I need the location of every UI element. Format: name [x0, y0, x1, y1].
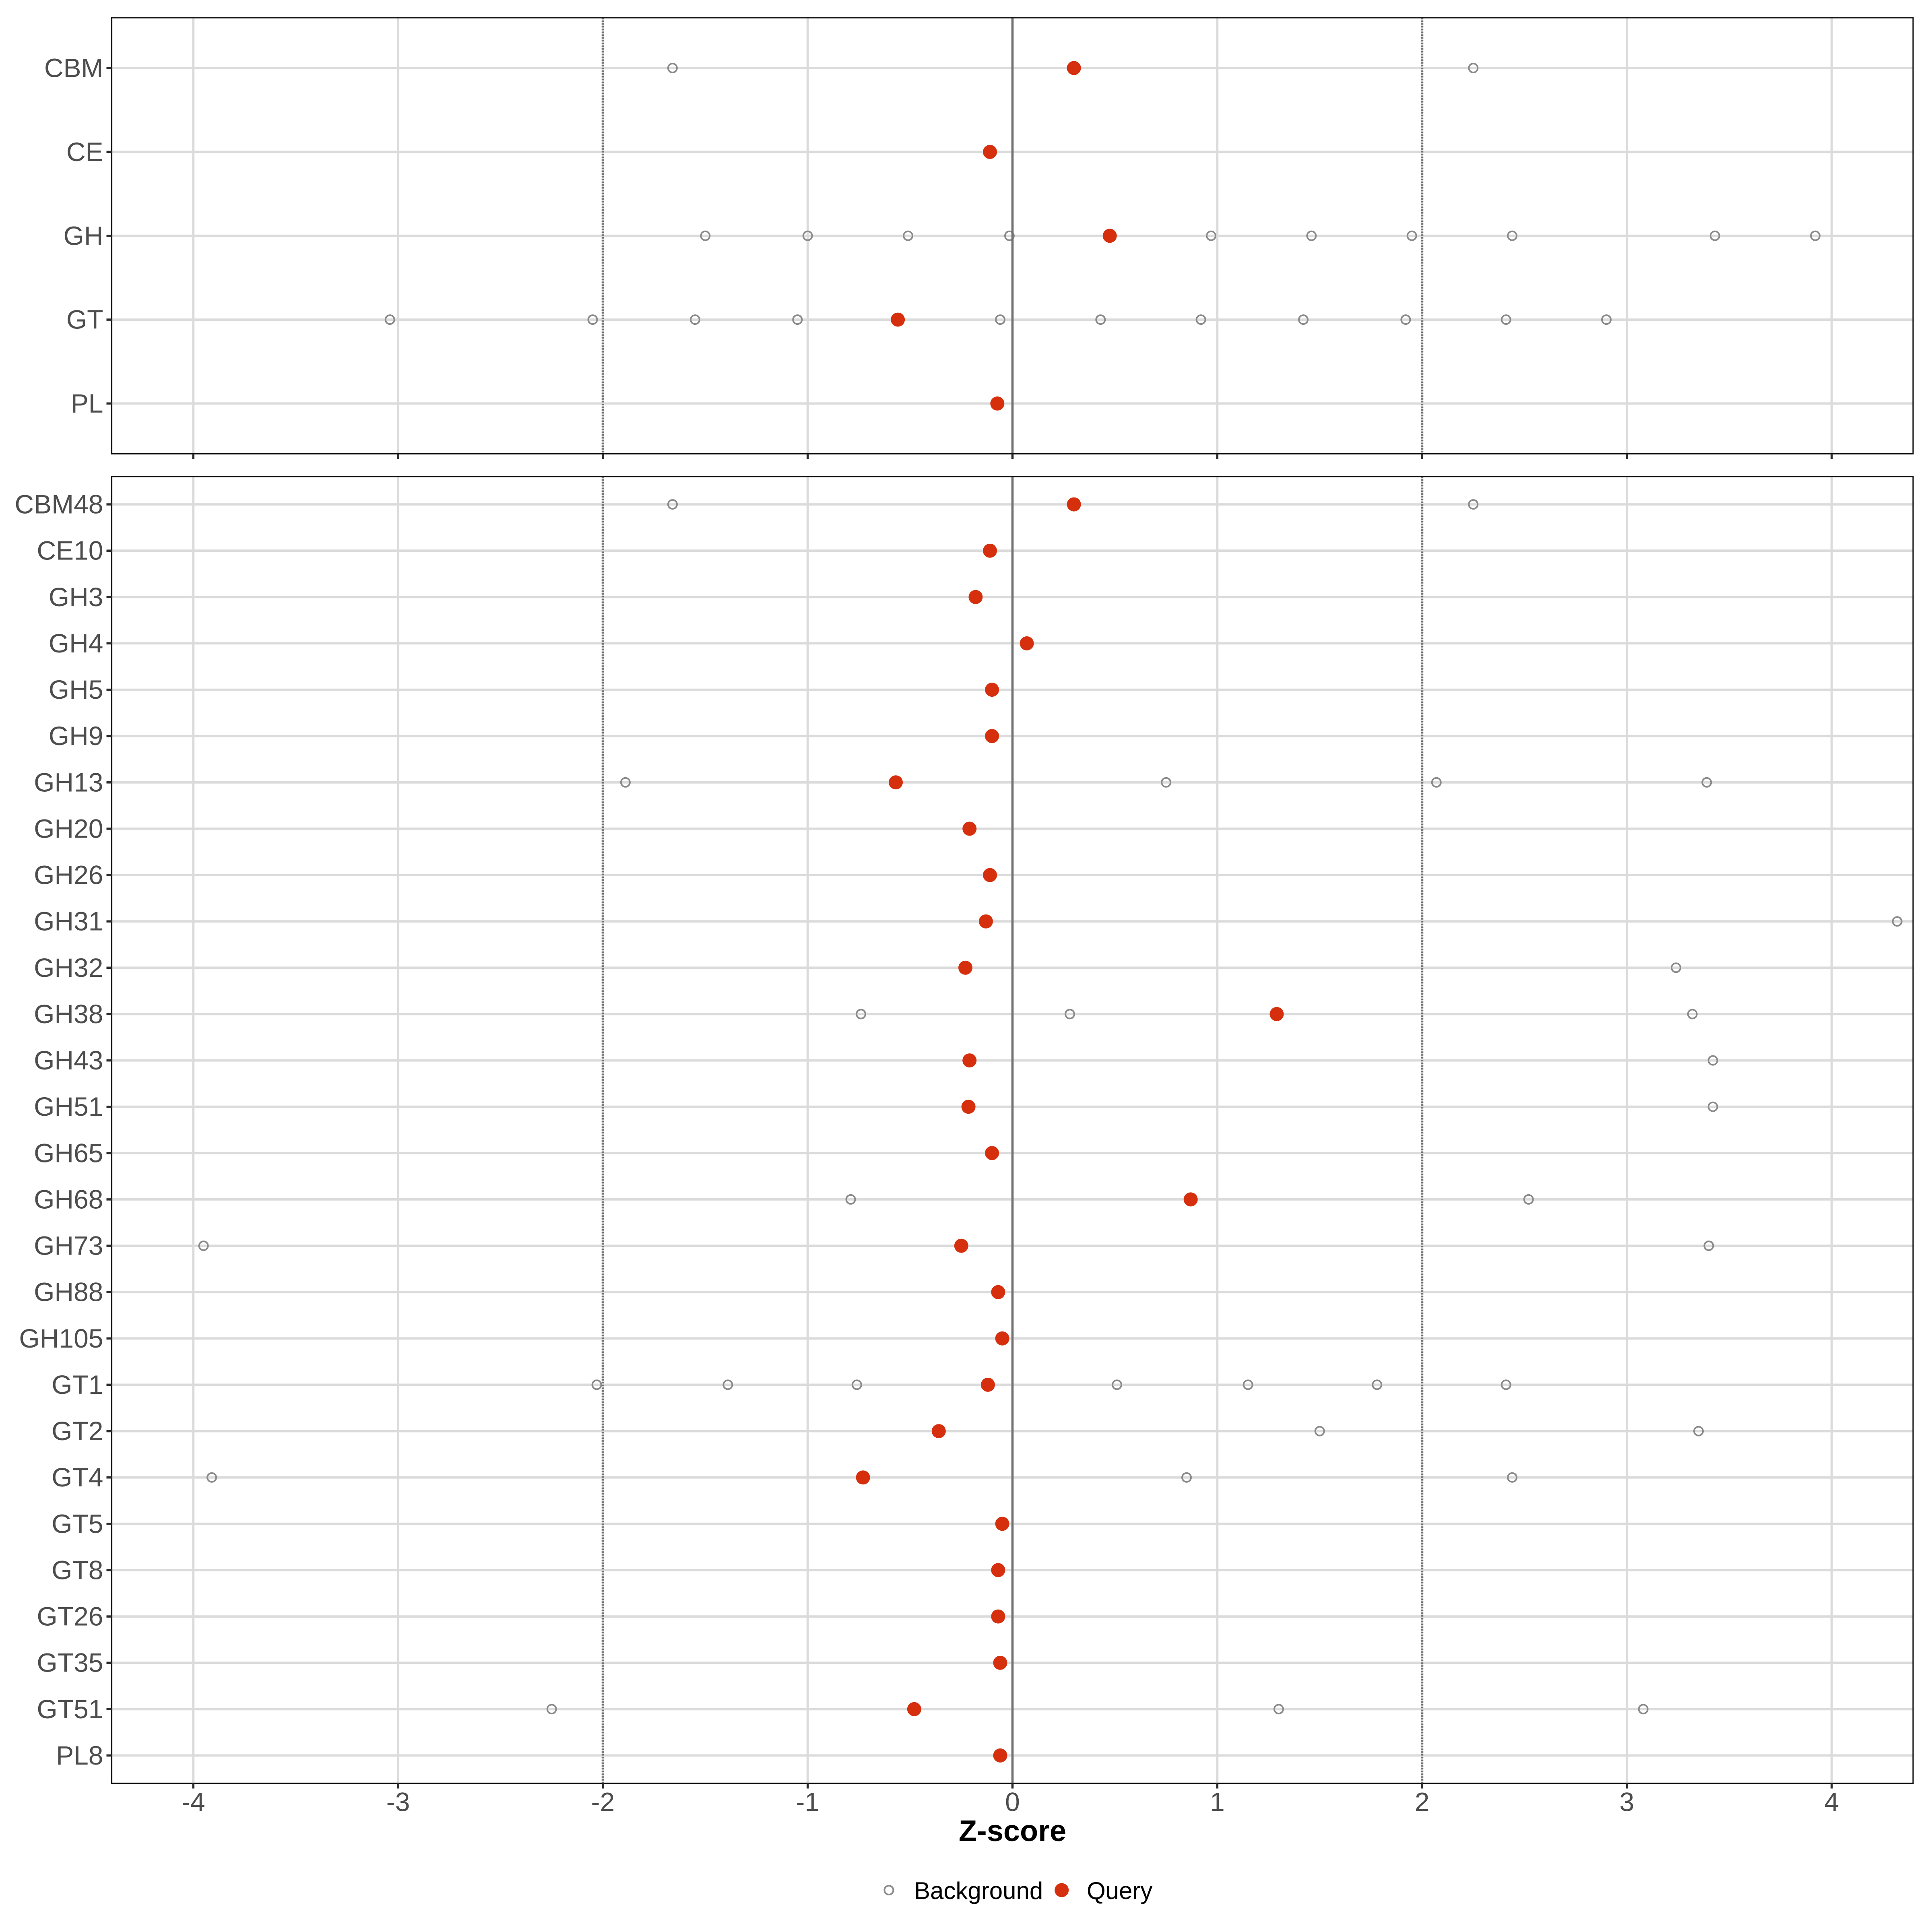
svg-text:GT1: GT1 [52, 1370, 103, 1399]
svg-text:GT35: GT35 [37, 1648, 103, 1678]
svg-text:GH3: GH3 [49, 582, 103, 612]
svg-text:GH43: GH43 [34, 1045, 103, 1075]
svg-text:CBM: CBM [44, 53, 103, 83]
svg-text:4: 4 [1824, 1787, 1839, 1816]
svg-text:CBM48: CBM48 [14, 489, 103, 519]
svg-text:PL: PL [71, 388, 103, 418]
svg-text:3: 3 [1620, 1787, 1635, 1816]
svg-text:GH88: GH88 [34, 1277, 103, 1307]
svg-text:Background: Background [914, 1877, 1043, 1904]
svg-text:GH: GH [64, 221, 103, 250]
svg-text:-2: -2 [591, 1787, 615, 1816]
svg-text:GH5: GH5 [49, 675, 103, 704]
svg-text:GH20: GH20 [34, 813, 103, 843]
svg-text:GT51: GT51 [37, 1694, 103, 1724]
svg-text:-1: -1 [796, 1787, 819, 1816]
svg-text:GH73: GH73 [34, 1231, 103, 1261]
svg-text:GH13: GH13 [34, 767, 103, 797]
svg-text:CE: CE [66, 137, 103, 167]
svg-text:GT5: GT5 [52, 1509, 103, 1538]
svg-text:GT: GT [66, 305, 103, 334]
svg-text:GH31: GH31 [34, 906, 103, 936]
svg-text:GT26: GT26 [37, 1602, 103, 1631]
svg-text:GH51: GH51 [34, 1092, 103, 1121]
svg-text:GH68: GH68 [34, 1184, 103, 1214]
svg-text:Z-score: Z-score [959, 1814, 1066, 1847]
svg-text:GH65: GH65 [34, 1138, 103, 1168]
svg-text:CE10: CE10 [37, 536, 103, 566]
svg-text:Query: Query [1087, 1877, 1152, 1904]
svg-text:PL8: PL8 [56, 1740, 103, 1770]
svg-text:GT2: GT2 [52, 1416, 103, 1446]
svg-text:GH32: GH32 [34, 953, 103, 983]
svg-text:GT8: GT8 [52, 1555, 103, 1585]
svg-text:-4: -4 [182, 1787, 205, 1816]
svg-text:1: 1 [1210, 1787, 1225, 1816]
svg-text:2: 2 [1415, 1787, 1430, 1816]
svg-text:GH38: GH38 [34, 999, 103, 1029]
svg-text:GH4: GH4 [49, 628, 103, 658]
svg-text:0: 0 [1005, 1787, 1020, 1816]
svg-text:GH105: GH105 [19, 1323, 103, 1353]
svg-text:GH9: GH9 [49, 721, 103, 751]
svg-text:GT4: GT4 [52, 1462, 103, 1492]
svg-text:-3: -3 [386, 1787, 410, 1816]
svg-text:GH26: GH26 [34, 860, 103, 890]
